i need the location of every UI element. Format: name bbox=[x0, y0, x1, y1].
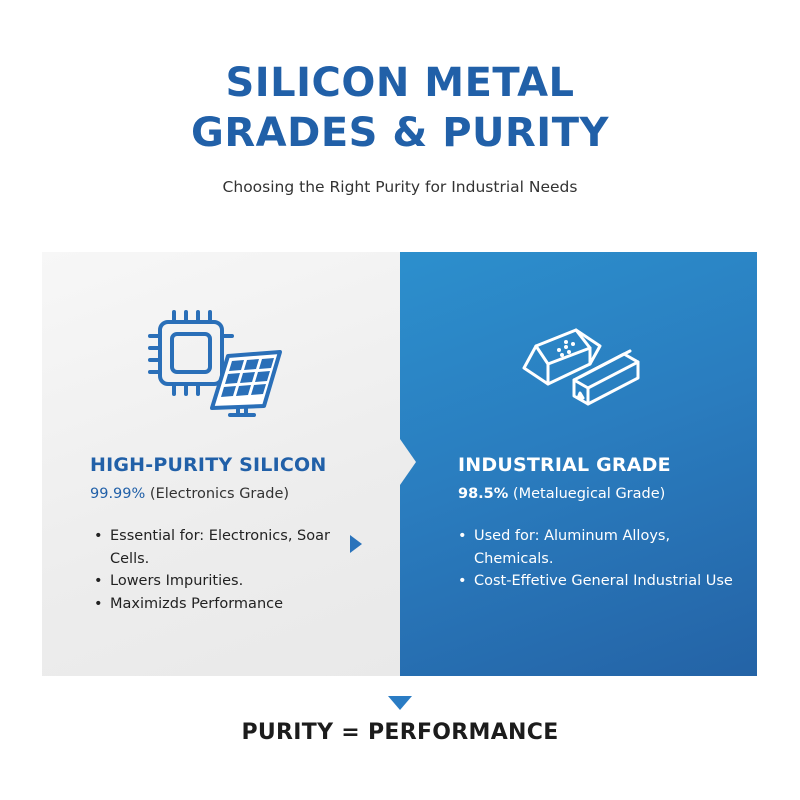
page-subtitle: Choosing the Right Purity for Industrial… bbox=[222, 178, 578, 196]
panel-divider-notch bbox=[400, 439, 416, 485]
high-purity-panel bbox=[42, 252, 400, 676]
title-line-2: GRADES & PURITY bbox=[191, 110, 609, 156]
high-purity-bullets: • Essential for: Electronics, Soar Cells.… bbox=[94, 525, 354, 615]
title-line-1: SILICON METAL bbox=[225, 60, 575, 106]
chip-and-solar-panel-icon bbox=[148, 310, 282, 417]
industrial-grade-label: (Metaluegical Grade) bbox=[508, 486, 666, 502]
metal-ingots-icon bbox=[522, 328, 640, 406]
industrial-grade-panel bbox=[400, 252, 757, 676]
high-purity-heading: HIGH-PURITY SILICON bbox=[90, 454, 327, 476]
industrial-grade-heading: INDUSTRIAL GRADE bbox=[458, 454, 671, 476]
page-title: SILICON METAL GRADES & PURITY bbox=[0, 58, 800, 158]
right-arrow-icon bbox=[350, 535, 362, 553]
list-item: • Maximizds Performance bbox=[94, 595, 284, 612]
industrial-percent: 98.5% bbox=[458, 486, 509, 502]
industrial-bullets: • Used for: Aluminum Alloys, Chemicals. •… bbox=[458, 525, 738, 593]
tagline: PURITY = PERFORMANCE bbox=[241, 720, 559, 745]
comparison-panels: HIGH-PURITY SILICON 99.99% (Electronics … bbox=[42, 252, 757, 676]
list-item: • Lowers Impurities. bbox=[94, 573, 244, 589]
high-purity-percent: 99.99% bbox=[90, 486, 146, 502]
high-purity-grade-label: (Electronics Grade) bbox=[145, 486, 290, 502]
down-arrow-icon bbox=[388, 696, 412, 710]
list-item: • Cost-Effetive General Industrial Use bbox=[458, 573, 733, 589]
list-item: • Used for: Aluminum Alloys, Chemicals. bbox=[458, 528, 671, 567]
list-item: • Essential for: Electronics, Soar Cells. bbox=[94, 528, 330, 567]
industrial-grade-purity: 98.5% (Metaluegical Grade) bbox=[458, 486, 665, 502]
high-purity-grade: 99.99% (Electronics Grade) bbox=[90, 486, 289, 502]
